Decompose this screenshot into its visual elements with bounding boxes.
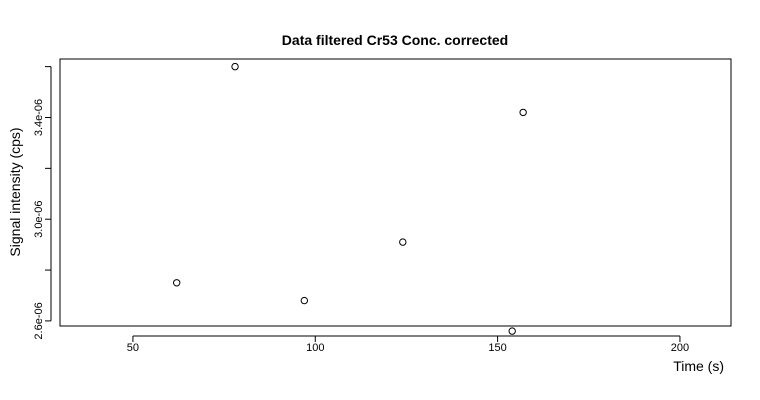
data-point [399, 238, 407, 246]
x-tick-label: 100 [306, 342, 324, 354]
x-tick-label: 50 [127, 342, 139, 354]
x-axis: 50 100 150 200 [127, 335, 689, 354]
data-point [519, 108, 527, 117]
x-tick-label: 150 [488, 342, 506, 354]
plot-frame [59, 58, 732, 327]
y-axis-label: Signal intensity (cps) [7, 127, 23, 256]
data-point [231, 62, 239, 71]
data-point [508, 327, 516, 335]
x-tick-label: 200 [671, 342, 689, 354]
data-points [172, 62, 527, 335]
y-tick-label: 3.0e-06 [33, 201, 45, 238]
y-tick-label: 3.4e-06 [33, 99, 45, 136]
y-axis: 2.6e-06 3.0e-06 3.4e-06 [33, 66, 52, 340]
data-point [300, 296, 309, 305]
data-point [172, 279, 181, 287]
y-tick-label: 2.6e-06 [33, 302, 45, 339]
chart-title: Data filtered Cr53 Conc. corrected [282, 32, 508, 48]
x-axis-label: Time (s) [673, 358, 724, 374]
